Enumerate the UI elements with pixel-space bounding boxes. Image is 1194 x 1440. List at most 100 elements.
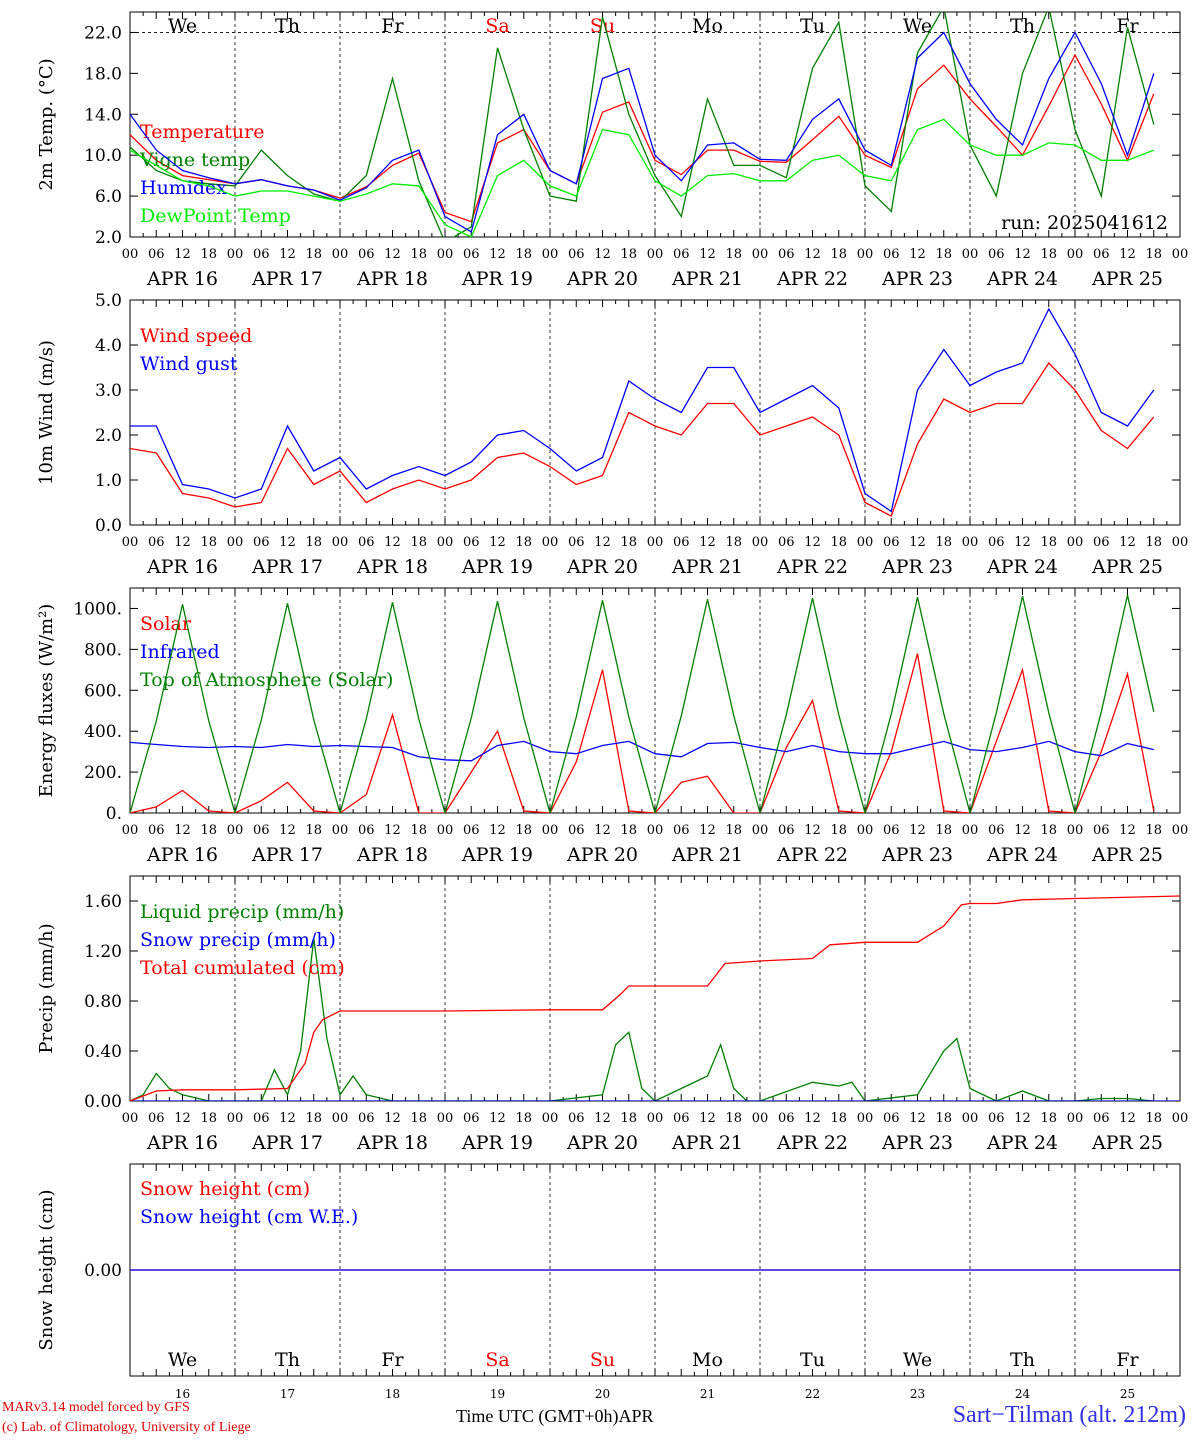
day-number-label: 23	[910, 1387, 925, 1400]
panel-2-hour-label: 18	[935, 535, 952, 550]
panel-1-date-label: APR 21	[671, 268, 743, 290]
panel-3-hour-label: 18	[725, 823, 742, 838]
panel-1-weekday-label: Fr	[1116, 15, 1139, 37]
panel-1-hour-label: 06	[358, 247, 375, 262]
panel-1-hour-label: 18	[1145, 247, 1162, 262]
panel-2-hour-label: 00	[962, 535, 979, 550]
panel-2-hour-label: 06	[463, 535, 480, 550]
panel-3-y-tick-label: 200.	[84, 763, 122, 783]
panel-4-hour-label: 18	[725, 1111, 742, 1126]
panel-3-hour-label: 12	[594, 823, 611, 838]
panel-4-date-label: APR 24	[986, 1132, 1058, 1154]
panel-1-hour-label: 12	[594, 247, 611, 262]
panel-2-hour-label: 00	[647, 535, 664, 550]
panel-1-weekday-label: We	[903, 15, 932, 37]
panel-1-hour-label: 06	[148, 247, 165, 262]
panel-3-hour-label: 00	[962, 823, 979, 838]
panel-1-dewpoint-temp-line	[130, 118, 1155, 237]
panel-3-hour-label: 12	[1119, 823, 1136, 838]
day-number-label: 20	[595, 1387, 610, 1400]
panel-2-hour-label: 00	[227, 535, 244, 550]
panel-1-date-label: APR 22	[776, 268, 848, 290]
panel-1-legend-entry: Temperature	[140, 121, 264, 143]
panel-4-hour-label: 00	[437, 1111, 454, 1126]
panel-1-hour-label: 06	[253, 247, 270, 262]
panel-4-date-label: APR 23	[881, 1132, 953, 1154]
panel-4-hour-label: 18	[515, 1111, 532, 1126]
panel-4-hour-label: 00	[962, 1111, 979, 1126]
panel-2-hour-label: 18	[725, 535, 742, 550]
panel-1-hour-label: 18	[1040, 247, 1057, 262]
panel-3-date-label: APR 22	[776, 844, 848, 866]
panel-2-hour-label: 18	[830, 535, 847, 550]
panel-3-y-tick-label: 600.	[84, 681, 122, 701]
panel-3-hour-label: 12	[699, 823, 716, 838]
panel-3-hour-label: 00	[1172, 823, 1189, 838]
panel-5-weekday-label: Th	[1010, 1349, 1035, 1371]
panel-1-hour-label: 00	[1172, 247, 1189, 262]
panel-2-hour-label: 00	[1067, 535, 1084, 550]
panel-2-date-label: APR 21	[671, 556, 743, 578]
panel-2-hour-label: 12	[699, 535, 716, 550]
panel-4-hour-label: 06	[253, 1111, 270, 1126]
x-axis-title: Time UTC (GMT+0h)APR	[456, 1406, 654, 1426]
panel-4-date-label: APR 20	[566, 1132, 638, 1154]
panel-1-hour-label: 00	[647, 247, 664, 262]
panel-3-hour-label: 18	[620, 823, 637, 838]
panel-2-hour-label: 12	[1014, 535, 1031, 550]
panel-1-hour-label: 18	[935, 247, 952, 262]
panel-3-hour-label: 06	[463, 823, 480, 838]
panel-2-date-label: APR 18	[356, 556, 428, 578]
panel-1-temperature-line	[130, 53, 1155, 223]
panel-4-hour-label: 06	[778, 1111, 795, 1126]
panel-3-hour-label: 06	[253, 823, 270, 838]
panel-3-y-tick-label: 400.	[84, 722, 122, 742]
panel-4-date-label: APR 17	[251, 1132, 323, 1154]
panel-1-date-label: APR 16	[146, 268, 218, 290]
panel-1-weekday-label: Tu	[800, 15, 825, 37]
panel-3-hour-label: 00	[647, 823, 664, 838]
panel-2-hour-label: 18	[1145, 535, 1162, 550]
day-number-label: 22	[805, 1387, 820, 1400]
panel-5-weekday-label: Fr	[381, 1349, 404, 1371]
panel-2-hour-label: 06	[148, 535, 165, 550]
panel-2-hour-label: 00	[1172, 535, 1189, 550]
panel-3-hour-label: 06	[883, 823, 900, 838]
panel-1-y-tick-label: 18.0	[84, 64, 122, 84]
panel-2-hour-label: 12	[174, 535, 191, 550]
panel-3-date-label: APR 20	[566, 844, 638, 866]
panel-3-hour-label: 18	[935, 823, 952, 838]
panel-2-hour-label: 18	[515, 535, 532, 550]
panel-1-hour-label: 06	[778, 247, 795, 262]
panel-5-weekday-label: We	[903, 1349, 932, 1371]
panel-4-date-label: APR 22	[776, 1132, 848, 1154]
panel-2-frame	[129, 299, 1181, 526]
panel-4-hour-label: 06	[148, 1111, 165, 1126]
panel-3-hour-label: 00	[227, 823, 244, 838]
panel-4-y-tick-label: 0.40	[84, 1042, 122, 1062]
panel-3-infrared-line	[130, 740, 1154, 762]
panel-1-hour-label: 18	[620, 247, 637, 262]
panel-1-vigne-temp-line	[130, 12, 1155, 237]
day-number-label: 16	[175, 1387, 190, 1400]
panel-2-hour-label: 06	[253, 535, 270, 550]
panel-5-weekday-label: Sa	[485, 1349, 509, 1371]
panel-1-hour-label: 12	[384, 247, 401, 262]
panel-1-hour-label: 00	[752, 247, 769, 262]
panel-3-hour-label: 18	[305, 823, 322, 838]
panel-2-date-label: APR 16	[146, 556, 218, 578]
panel-4-legend-entry: Liquid precip (mm/h)	[140, 901, 344, 923]
panel-2-hour-label: 00	[752, 535, 769, 550]
panel-4-hour-label: 00	[122, 1111, 139, 1126]
panel-5-weekday-label: Fr	[1116, 1349, 1139, 1371]
panel-1-hour-label: 00	[962, 247, 979, 262]
panel-2-hour-label: 12	[594, 535, 611, 550]
panel-1-legend-entry: Humidex	[140, 177, 227, 199]
panel-3-date-label: APR 24	[986, 844, 1058, 866]
panel-3-hour-label: 18	[410, 823, 427, 838]
panel-4-hour-label: 06	[1093, 1111, 1110, 1126]
panel-1-date-label: APR 20	[566, 268, 638, 290]
panel-1-hour-label: 18	[515, 247, 532, 262]
panel-1-hour-label: 12	[909, 247, 926, 262]
panel-2-hour-label: 06	[568, 535, 585, 550]
